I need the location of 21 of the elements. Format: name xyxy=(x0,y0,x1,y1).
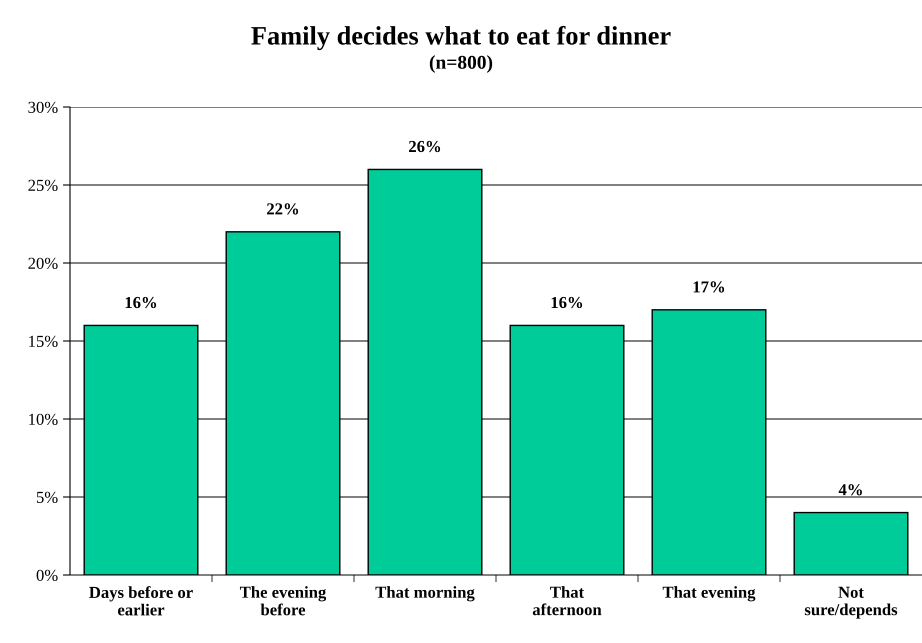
x-tick-label: The evening before xyxy=(240,586,326,616)
x-tick-label: That evening xyxy=(662,586,756,602)
chart-title: Family decides what to eat for dinner xyxy=(251,26,671,50)
data-label: 22% xyxy=(267,203,298,215)
y-tick-label: 0% xyxy=(36,570,58,581)
data-label: 16% xyxy=(552,296,582,308)
y-tick-label: 25% xyxy=(28,180,58,191)
x-tick-label: Days before or earlier xyxy=(89,586,193,616)
x-tick-label: That morning xyxy=(375,586,475,602)
y-tick-label: 30% xyxy=(28,102,58,113)
x-tick-label: That afternoon xyxy=(532,586,602,616)
y-tick-label: 15% xyxy=(29,336,58,347)
chart-subtitle: (n=800) xyxy=(430,55,492,73)
y-tick-label: 10% xyxy=(29,414,58,425)
y-tick-label: 20% xyxy=(28,258,58,269)
data-label: 16% xyxy=(126,296,156,308)
data-label: 17% xyxy=(694,281,724,293)
data-label: 26% xyxy=(409,140,440,152)
x-tick-label: Not sure/depends xyxy=(804,586,898,619)
y-tick-label: 5% xyxy=(36,492,58,503)
data-label: 4% xyxy=(838,484,862,496)
